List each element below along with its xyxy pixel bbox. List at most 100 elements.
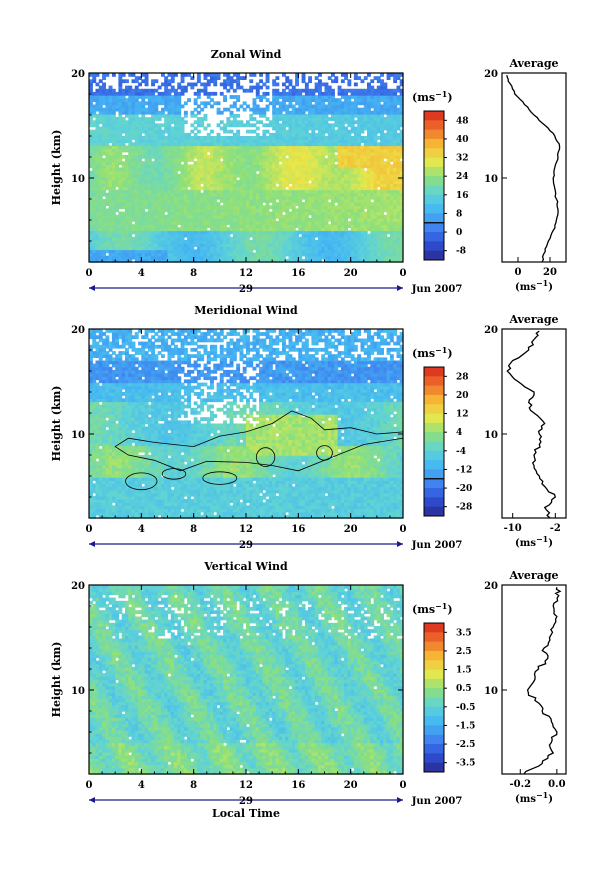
heatmap-cell — [311, 186, 316, 191]
heatmap-cell — [125, 246, 129, 251]
heatmap-cell — [226, 167, 231, 172]
heatmap-cell — [229, 195, 234, 200]
heatmap-cell — [295, 151, 299, 156]
heatmap-cell — [118, 183, 123, 188]
heatmap-cell — [301, 246, 306, 251]
heatmap-cell — [226, 148, 231, 153]
heatmap-cell — [357, 186, 362, 191]
heatmap-cell — [357, 217, 362, 222]
heatmap-cell — [190, 158, 195, 162]
heatmap-cell — [95, 236, 100, 241]
heatmap-cell — [367, 104, 371, 109]
heatmap-cell — [157, 164, 162, 169]
heatmap-cell — [301, 224, 306, 228]
heatmap-cell — [363, 154, 368, 159]
heatmap-cell — [128, 91, 133, 96]
heatmap-cell — [206, 186, 211, 191]
heatmap-cell — [350, 255, 355, 260]
heatmap-cell — [105, 230, 110, 235]
heatmap-cell — [360, 240, 365, 244]
heatmap-cell — [226, 88, 231, 93]
heatmap-cell — [134, 202, 139, 206]
heatmap-cell — [285, 110, 290, 115]
heatmap-cell — [249, 227, 254, 232]
heatmap-cell — [275, 158, 280, 162]
heatmap-cell — [360, 148, 365, 153]
heatmap-cell — [301, 126, 306, 131]
heatmap-cell — [340, 183, 345, 188]
heatmap-cell — [134, 208, 139, 213]
heatmap-cell — [295, 142, 299, 147]
heatmap-cell — [98, 136, 103, 140]
heatmap-cell — [147, 224, 152, 228]
heatmap-cell — [298, 173, 303, 178]
heatmap-cell — [373, 120, 378, 125]
heatmap-cell — [138, 243, 142, 247]
heatmap-cell — [138, 208, 142, 213]
heatmap-cell — [154, 101, 159, 106]
heatmap-cell — [98, 205, 103, 210]
heatmap-cell — [200, 88, 205, 93]
heatmap-cell — [210, 230, 214, 235]
heatmap-cell — [95, 158, 100, 162]
heatmap-cell — [318, 195, 322, 200]
heatmap-cell — [347, 117, 352, 121]
heatmap-cell — [131, 167, 136, 172]
heatmap-cell — [285, 205, 290, 210]
heatmap-cell — [210, 158, 214, 162]
heatmap-cell — [144, 88, 149, 93]
heatmap-cell — [111, 98, 116, 102]
heatmap-cell — [138, 145, 142, 150]
heatmap-cell — [180, 126, 185, 131]
heatmap-cell — [262, 246, 267, 251]
heatmap-cell — [164, 167, 169, 172]
heatmap-cell — [147, 158, 152, 162]
heatmap-cell — [183, 189, 188, 194]
heatmap-cell — [239, 233, 244, 238]
heatmap-cell — [151, 224, 155, 228]
heatmap-cell — [226, 236, 231, 241]
heatmap-cell — [154, 164, 159, 169]
heatmap-cell — [295, 132, 299, 137]
heatmap-cell — [324, 113, 329, 118]
heatmap-cell — [167, 183, 172, 188]
heatmap-cell — [304, 161, 309, 165]
heatmap-cell — [314, 85, 319, 90]
heatmap-cell — [265, 246, 270, 251]
heatmap-cell — [252, 170, 257, 175]
heatmap-cell — [108, 148, 113, 153]
heatmap-cell — [154, 88, 159, 93]
heatmap-cell — [161, 258, 165, 263]
heatmap-cell — [363, 199, 368, 203]
heatmap-cell — [206, 101, 211, 106]
heatmap-cell — [367, 167, 371, 172]
heatmap-cell — [255, 176, 260, 181]
heatmap-cell — [157, 192, 162, 197]
heatmap-cell — [350, 110, 355, 115]
heatmap-cell — [255, 205, 260, 210]
heatmap-cell — [314, 161, 319, 165]
heatmap-cell — [232, 95, 237, 99]
heatmap-cell — [134, 104, 139, 109]
heatmap-cell — [265, 73, 270, 77]
heatmap-cell — [373, 126, 378, 131]
heatmap-cell — [282, 126, 286, 131]
heatmap-cell — [301, 233, 306, 238]
heatmap-cell — [308, 148, 312, 153]
heatmap-cell — [121, 110, 126, 115]
heatmap-cell — [282, 167, 286, 172]
heatmap-cell — [144, 202, 149, 206]
heatmap-cell — [131, 95, 136, 99]
heatmap-cell — [216, 243, 221, 247]
heatmap-cell — [138, 132, 142, 137]
heatmap-cell — [141, 221, 146, 225]
heatmap-cell — [170, 192, 175, 197]
heatmap-cell — [134, 227, 139, 232]
heatmap-cell — [167, 170, 172, 175]
heatmap-cell — [363, 95, 368, 99]
heatmap-cell — [252, 85, 257, 90]
heatmap-cell — [331, 170, 335, 175]
heatmap-cell — [282, 73, 286, 77]
heatmap-cell — [187, 214, 191, 219]
heatmap-cell — [291, 240, 296, 244]
